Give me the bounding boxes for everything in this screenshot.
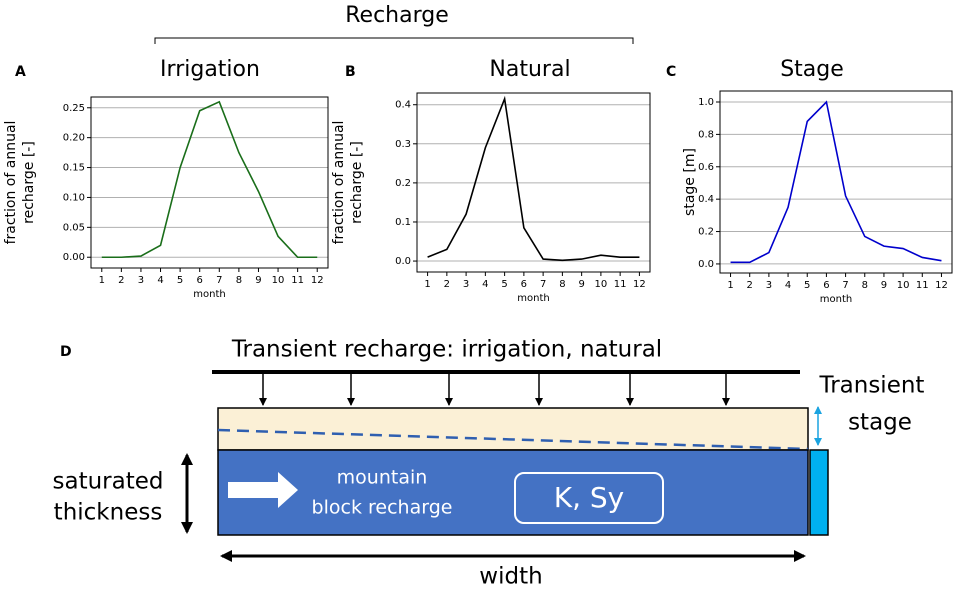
stage-boundary [809,449,829,536]
x-tick-label: 2 [444,279,450,290]
y-axis-label: recharge [-] [21,141,37,224]
y-axis-label: recharge [-] [349,141,365,224]
params-label: K, Sy [554,481,625,514]
y-tick-label: 1.0 [698,97,714,108]
data-line [427,95,640,262]
y-tick-label: 0.4 [698,194,714,205]
x-tick-label: 5 [804,280,810,291]
thickness-label: thickness [54,500,163,526]
width-label: width [479,564,542,590]
x-tick-label: 1 [424,279,430,290]
x-tick-label: 12 [633,279,646,290]
x-tick-label: 1 [727,280,733,291]
y-tick-label: 0.1 [395,217,411,228]
x-tick-label: 5 [177,275,183,286]
y-tick-label: 0.10 [63,192,85,203]
data-line [730,100,942,264]
y-axis-label: fraction of annual [331,121,347,245]
y-tick-label: 0.15 [63,163,85,174]
chart-title: Irrigation [160,57,260,82]
x-tick-label: 3 [766,280,772,291]
diagram: Transient recharge: irrigation, natural … [53,337,925,590]
panel-letter: C [666,64,676,80]
x-tick-label: 5 [501,279,507,290]
chart-title: Natural [489,57,570,82]
x-tick-label: 12 [311,275,324,286]
x-tick-label: 11 [916,280,929,291]
aquifer [217,449,809,536]
panel-letter: D [60,344,72,360]
x-tick-label: 10 [272,275,285,286]
y-tick-label: 0.8 [698,129,714,140]
bracket [154,37,634,44]
x-tick-label: 8 [862,280,868,291]
water-table [217,428,809,451]
x-tick-label: 6 [521,279,527,290]
x-tick-label: 2 [118,275,124,286]
mountain-arrow [228,472,298,508]
params-box [514,472,664,524]
y-tick-label: 0.00 [63,252,85,263]
y-tick-label: 0.2 [698,227,714,238]
y-tick-label: 0.3 [395,139,411,150]
y-tick-label: 0.20 [63,133,85,144]
y-tick-label: 0.4 [395,100,411,111]
x-axis-label: month [193,289,225,300]
y-tick-label: 0.25 [63,103,85,114]
panel-letter: A [15,64,26,80]
plot-frame [719,90,953,274]
x-tick-label: 9 [881,280,887,291]
x-tick-label: 11 [614,279,627,290]
y-tick-label: 0.05 [63,222,85,233]
unsaturated-zone [217,407,809,451]
x-tick-label: 4 [482,279,488,290]
mountain-label: mountain [337,467,428,489]
x-tick-label: 12 [935,280,948,291]
y-axis-label: fraction of annual [3,121,19,245]
x-tick-label: 6 [197,275,203,286]
figure-title: Recharge [345,3,449,28]
x-tick-label: 8 [236,275,242,286]
x-tick-label: 1 [99,275,105,286]
x-axis-label: month [820,294,852,305]
y-tick-label: 0.6 [698,162,714,173]
y-tick-label: 0.0 [698,259,714,270]
data-line [101,100,318,259]
x-axis-label: month [517,293,549,304]
plot-frame [416,92,651,273]
x-tick-label: 10 [595,279,608,290]
x-tick-label: 11 [291,275,304,286]
x-tick-label: 4 [157,275,163,286]
x-tick-label: 6 [823,280,829,291]
chart-title: Stage [780,57,844,82]
y-tick-label: 0.2 [395,178,411,189]
x-tick-label: 9 [578,279,584,290]
x-tick-label: 7 [540,279,546,290]
y-tick-label: 0.0 [395,256,411,267]
stage-label: Transient [819,373,925,399]
recharge-label: Transient recharge: irrigation, natural [231,337,662,363]
x-tick-label: 3 [138,275,144,286]
x-tick-label: 10 [897,280,910,291]
y-axis-label: stage [m] [682,148,698,216]
x-tick-label: 4 [785,280,791,291]
x-tick-label: 7 [842,280,848,291]
recharge-arrows [259,374,730,406]
x-tick-label: 2 [747,280,753,291]
panel-letter: B [345,64,356,80]
thickness-label: saturated [53,469,164,495]
x-tick-label: 9 [255,275,261,286]
x-tick-label: 3 [463,279,469,290]
stage-label: stage [848,410,912,436]
x-tick-label: 7 [216,275,222,286]
mountain-label: block recharge [312,497,453,519]
plot-frame [90,96,329,269]
x-tick-label: 8 [559,279,565,290]
